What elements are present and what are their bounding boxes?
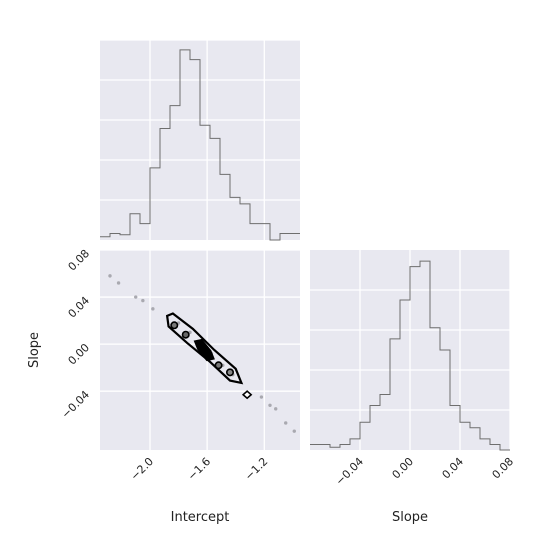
contour-node xyxy=(181,330,190,339)
y-tick-label: 0.04 xyxy=(66,294,93,321)
intercept-histogram xyxy=(100,49,300,241)
histogram-step-line xyxy=(100,49,300,241)
scatter-point xyxy=(292,429,296,433)
scatter-point xyxy=(141,298,145,303)
joint-contours xyxy=(165,312,253,400)
scatter-point xyxy=(268,403,272,407)
y-tick-label: 0.08 xyxy=(66,247,93,274)
contour-node xyxy=(214,361,223,370)
scatter-point xyxy=(116,281,121,285)
y-axis-label-slope: Slope xyxy=(27,332,42,368)
histogram-step-line xyxy=(310,260,510,451)
contour-node xyxy=(226,368,235,377)
x-tick-label: −2.0 xyxy=(128,455,156,483)
scatter-point xyxy=(284,421,288,425)
x-tick-label: −1.6 xyxy=(185,455,213,483)
y-tick-label: 0.00 xyxy=(66,341,93,368)
scatter-point xyxy=(259,395,264,399)
scatter-point xyxy=(108,274,112,278)
y-tick-label: −0.04 xyxy=(59,388,92,421)
isolated-contour xyxy=(241,390,253,400)
x-tick-label: 0.04 xyxy=(440,455,467,482)
x-tick-label: 0.00 xyxy=(390,455,417,482)
slope-histogram xyxy=(310,260,510,451)
contour-outer xyxy=(165,312,244,385)
x-axis-label-slope: Slope xyxy=(392,510,428,525)
x-tick-label: −1.2 xyxy=(242,455,270,483)
x-tick-label: −0.04 xyxy=(333,455,366,488)
x-tick-label: 0.08 xyxy=(490,455,517,482)
contour-core xyxy=(193,338,215,362)
scatter-point xyxy=(274,407,278,411)
contour-node xyxy=(170,321,179,330)
x-axis-label-intercept: Intercept xyxy=(171,510,230,525)
scatter-point xyxy=(134,295,138,299)
scatter-point xyxy=(151,307,155,311)
